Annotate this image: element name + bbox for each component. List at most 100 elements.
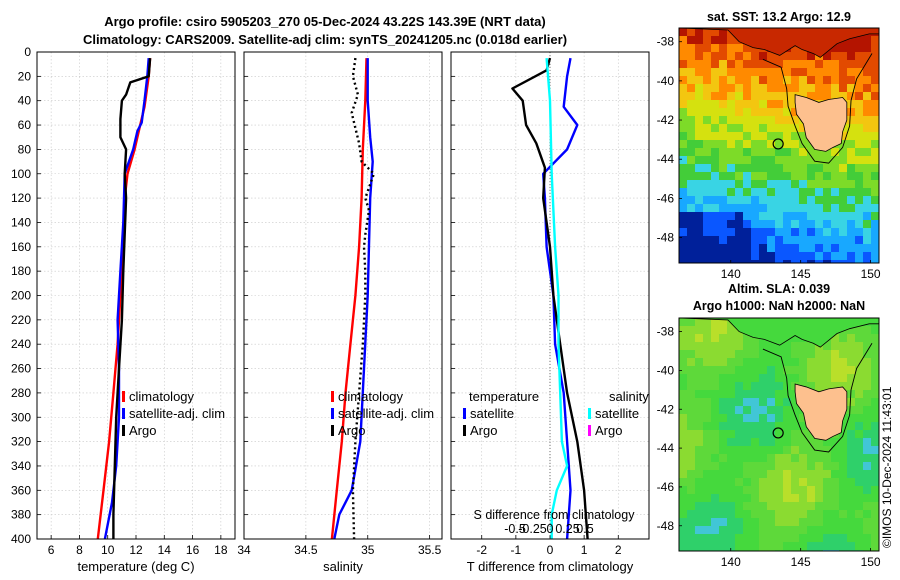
- map-cell: [839, 342, 847, 350]
- map-cell: [719, 68, 727, 76]
- map-cell: [871, 52, 879, 60]
- map-cell: [719, 374, 727, 382]
- map-cell: [783, 76, 791, 84]
- map-cell: [823, 68, 831, 76]
- map-cell: [863, 108, 871, 116]
- map-cell: [823, 446, 831, 454]
- map-cell: [711, 68, 719, 76]
- map-cell: [863, 236, 871, 244]
- plot-frame: [36, 51, 236, 540]
- map-cell: [735, 244, 743, 252]
- map-cell: [863, 518, 871, 526]
- map-cell: [679, 84, 687, 92]
- map-cell: [855, 44, 863, 52]
- map-cell: [855, 542, 863, 550]
- map-cell: [703, 462, 711, 470]
- map-cell: [807, 196, 815, 204]
- map-cell: [703, 260, 711, 263]
- map-cell: [767, 390, 775, 398]
- map-cell: [775, 422, 783, 430]
- map-cell: [735, 52, 743, 60]
- map-cell: [863, 510, 871, 518]
- map-cell: [759, 228, 767, 236]
- map-cell: [679, 334, 687, 342]
- map-cell: [855, 132, 863, 140]
- map-cell: [815, 478, 823, 486]
- map-cell: [783, 212, 791, 220]
- map-cell: [863, 534, 871, 542]
- map-cell: [863, 220, 871, 228]
- map-cell: [847, 342, 855, 350]
- map-cell: [743, 164, 751, 172]
- map-cell: [863, 148, 871, 156]
- shelf-contour: [762, 343, 873, 453]
- map-cell: [759, 446, 767, 454]
- map-cell: [831, 172, 839, 180]
- map-cell: [719, 454, 727, 462]
- map-cell: [791, 398, 799, 406]
- map-cell: [711, 28, 719, 36]
- map-cell: [847, 148, 855, 156]
- map-cell: [847, 188, 855, 196]
- map-cell: [871, 430, 879, 438]
- map-cell: [703, 414, 711, 422]
- map-cell: [743, 204, 751, 212]
- map-cell: [807, 252, 815, 260]
- map-cell: [799, 140, 807, 148]
- map-cell: [679, 156, 687, 164]
- map-cell: [719, 92, 727, 100]
- map-cell: [727, 196, 735, 204]
- map-cell: [695, 422, 703, 430]
- map-cell: [727, 494, 735, 502]
- map-cell: [695, 28, 703, 36]
- map-cell: [871, 534, 879, 542]
- map-cell: [775, 140, 783, 148]
- map-cell: [711, 164, 719, 172]
- map-cell: [847, 84, 855, 92]
- map-cell: [679, 390, 687, 398]
- map-cell: [759, 52, 767, 60]
- map-cell: [807, 188, 815, 196]
- map-cell: [727, 518, 735, 526]
- map-cell: [679, 382, 687, 390]
- map-cell: [839, 132, 847, 140]
- map-cell: [839, 374, 847, 382]
- map-cell: [759, 116, 767, 124]
- map-cell: [775, 236, 783, 244]
- map-cell: [855, 204, 863, 212]
- map-lon-label: 145: [791, 555, 811, 569]
- map-cell: [767, 510, 775, 518]
- map-cell: [727, 486, 735, 494]
- map-cell: [719, 502, 727, 510]
- map-cell: [807, 84, 815, 92]
- map-cell: [807, 212, 815, 220]
- map-cell: [807, 430, 815, 438]
- legend-swatch: [331, 425, 334, 436]
- map-cell: [831, 502, 839, 510]
- map-cell: [791, 534, 799, 542]
- map-cell: [823, 470, 831, 478]
- map-cell: [783, 108, 791, 116]
- map-cell: [823, 510, 831, 518]
- map-lat-label: -38: [657, 35, 675, 49]
- map-cell: [767, 406, 775, 414]
- map-cell: [855, 212, 863, 220]
- map-cell: [703, 140, 711, 148]
- map-cell: [823, 478, 831, 486]
- map-cell: [863, 188, 871, 196]
- map-cell: [743, 478, 751, 486]
- map-cell: [783, 260, 791, 263]
- map-cell: [703, 92, 711, 100]
- map-cell: [711, 510, 719, 518]
- map-cell: [735, 212, 743, 220]
- x-tick-label: 34: [237, 543, 251, 557]
- map-cell: [815, 60, 823, 68]
- map-cell: [743, 108, 751, 116]
- map-cell: [871, 398, 879, 406]
- legend-swatch: [588, 408, 591, 419]
- map-cell: [783, 156, 791, 164]
- map-cell: [743, 252, 751, 260]
- map-cell: [799, 486, 807, 494]
- map-cell: [823, 164, 831, 172]
- map-cell: [743, 140, 751, 148]
